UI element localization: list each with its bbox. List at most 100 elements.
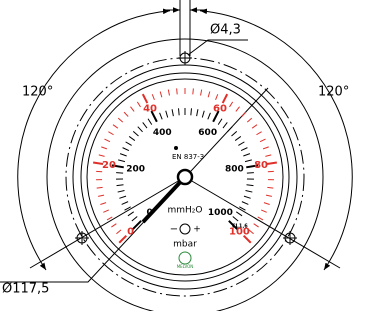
outer-tick (111, 224, 116, 227)
inner-tick (133, 131, 138, 136)
outer-tick (130, 107, 134, 112)
outer-tick (201, 90, 202, 96)
holes (75, 51, 297, 245)
outer-tick (177, 88, 178, 94)
inner-tick (247, 185, 254, 186)
inner-tick (128, 212, 134, 216)
inner-tick (236, 212, 242, 216)
outer-tick (143, 94, 148, 103)
zero-plus: + (193, 225, 201, 235)
inner-tick (117, 185, 124, 186)
inner-tick (126, 142, 132, 146)
inner-tick (160, 113, 163, 120)
inner-tick (120, 154, 127, 156)
outer-tick (258, 217, 263, 220)
inner-tick (191, 108, 192, 115)
outer-tick (100, 203, 106, 205)
angle-leg (30, 177, 185, 268)
inner-tick (129, 136, 135, 140)
inner-tick (118, 160, 125, 162)
outer-tick (104, 139, 109, 142)
inner-tick (243, 154, 250, 156)
inner-tick (202, 111, 204, 118)
outer-tick (97, 187, 103, 188)
inner-scale-label: 200 (126, 165, 145, 175)
inner-tick (132, 217, 137, 221)
outer-tick (152, 94, 154, 100)
gauge-drawing: 02040608010002004006008001000 Ø4,3 Ø117,… (0, 0, 370, 311)
outer-tick (229, 102, 232, 107)
outer-scale-label: 80 (254, 160, 268, 171)
inner-tick (143, 122, 147, 128)
outer-tick (267, 187, 273, 188)
page: {"dimensions": {"hole_diameter": "Ø4,3",… (0, 0, 370, 311)
inner-tick (246, 191, 253, 193)
outer-tick (99, 155, 105, 156)
outer-tick (103, 210, 109, 212)
inner-tick (148, 119, 152, 125)
inner-tick (232, 131, 237, 136)
outer-tick (137, 102, 140, 107)
unit-inner: mmH₂O (168, 206, 203, 216)
inner-tick (245, 160, 252, 162)
inner-tick (138, 127, 143, 132)
hole-diameter: Ø4,3 (210, 23, 241, 38)
outer-tick (252, 125, 257, 129)
outer-tick (118, 118, 123, 122)
inner-tick (172, 109, 173, 116)
leader (188, 40, 248, 55)
inner-tick (123, 148, 129, 151)
outer-tick (113, 125, 118, 129)
angle-label: 120° (318, 85, 349, 100)
outer-tick (242, 112, 246, 116)
outer-tick (223, 94, 228, 103)
outer-tick (108, 132, 113, 135)
inner-tick (241, 148, 247, 151)
inner-tick (122, 202, 128, 205)
outer-tick (247, 118, 252, 122)
leader (0, 88, 268, 282)
outer-tick (98, 195, 104, 196)
inner-tick (235, 136, 241, 140)
inner-tick (118, 191, 125, 193)
inner-tick (119, 196, 126, 198)
inner-scale-label: 400 (153, 128, 172, 138)
pin (174, 146, 178, 150)
outer-tick (261, 210, 267, 212)
outer-tick (101, 147, 107, 149)
outer-tick (107, 217, 112, 220)
outer-tick (193, 88, 194, 94)
angle-leg (185, 177, 340, 268)
unit-outer: mbar (173, 240, 197, 250)
outer-scale-label: 40 (143, 103, 157, 114)
outer-tick (208, 92, 210, 98)
outer-tick (263, 147, 269, 149)
inner-tick (242, 202, 248, 205)
outer-tick (216, 94, 218, 100)
inner-scale-label: 800 (225, 165, 244, 175)
outer-tick (254, 224, 259, 227)
outer-tick (236, 107, 240, 112)
inner-tick (179, 108, 180, 115)
inner-tick (233, 217, 238, 221)
inner-tick (223, 122, 227, 128)
outer-tick (168, 90, 169, 96)
outer-scale-label: 60 (213, 103, 227, 114)
inner-scale-label: 0 (147, 208, 153, 218)
outer-scale-label: 0 (127, 226, 134, 237)
brand: MELVON (177, 264, 194, 269)
outer-tick (256, 132, 261, 135)
angle-label: 120° (22, 85, 53, 100)
inner-tick (166, 111, 168, 118)
outer-tick (260, 139, 265, 142)
inner-tick (238, 142, 244, 146)
inner-tick (208, 113, 211, 120)
outer-tick (267, 162, 277, 164)
inner-scale-label: 1000 (208, 208, 233, 218)
inner-tick (218, 119, 222, 125)
hub (178, 170, 192, 184)
zero-screw (180, 224, 190, 234)
logo (179, 252, 191, 264)
inner-scale-label: 600 (198, 128, 217, 138)
